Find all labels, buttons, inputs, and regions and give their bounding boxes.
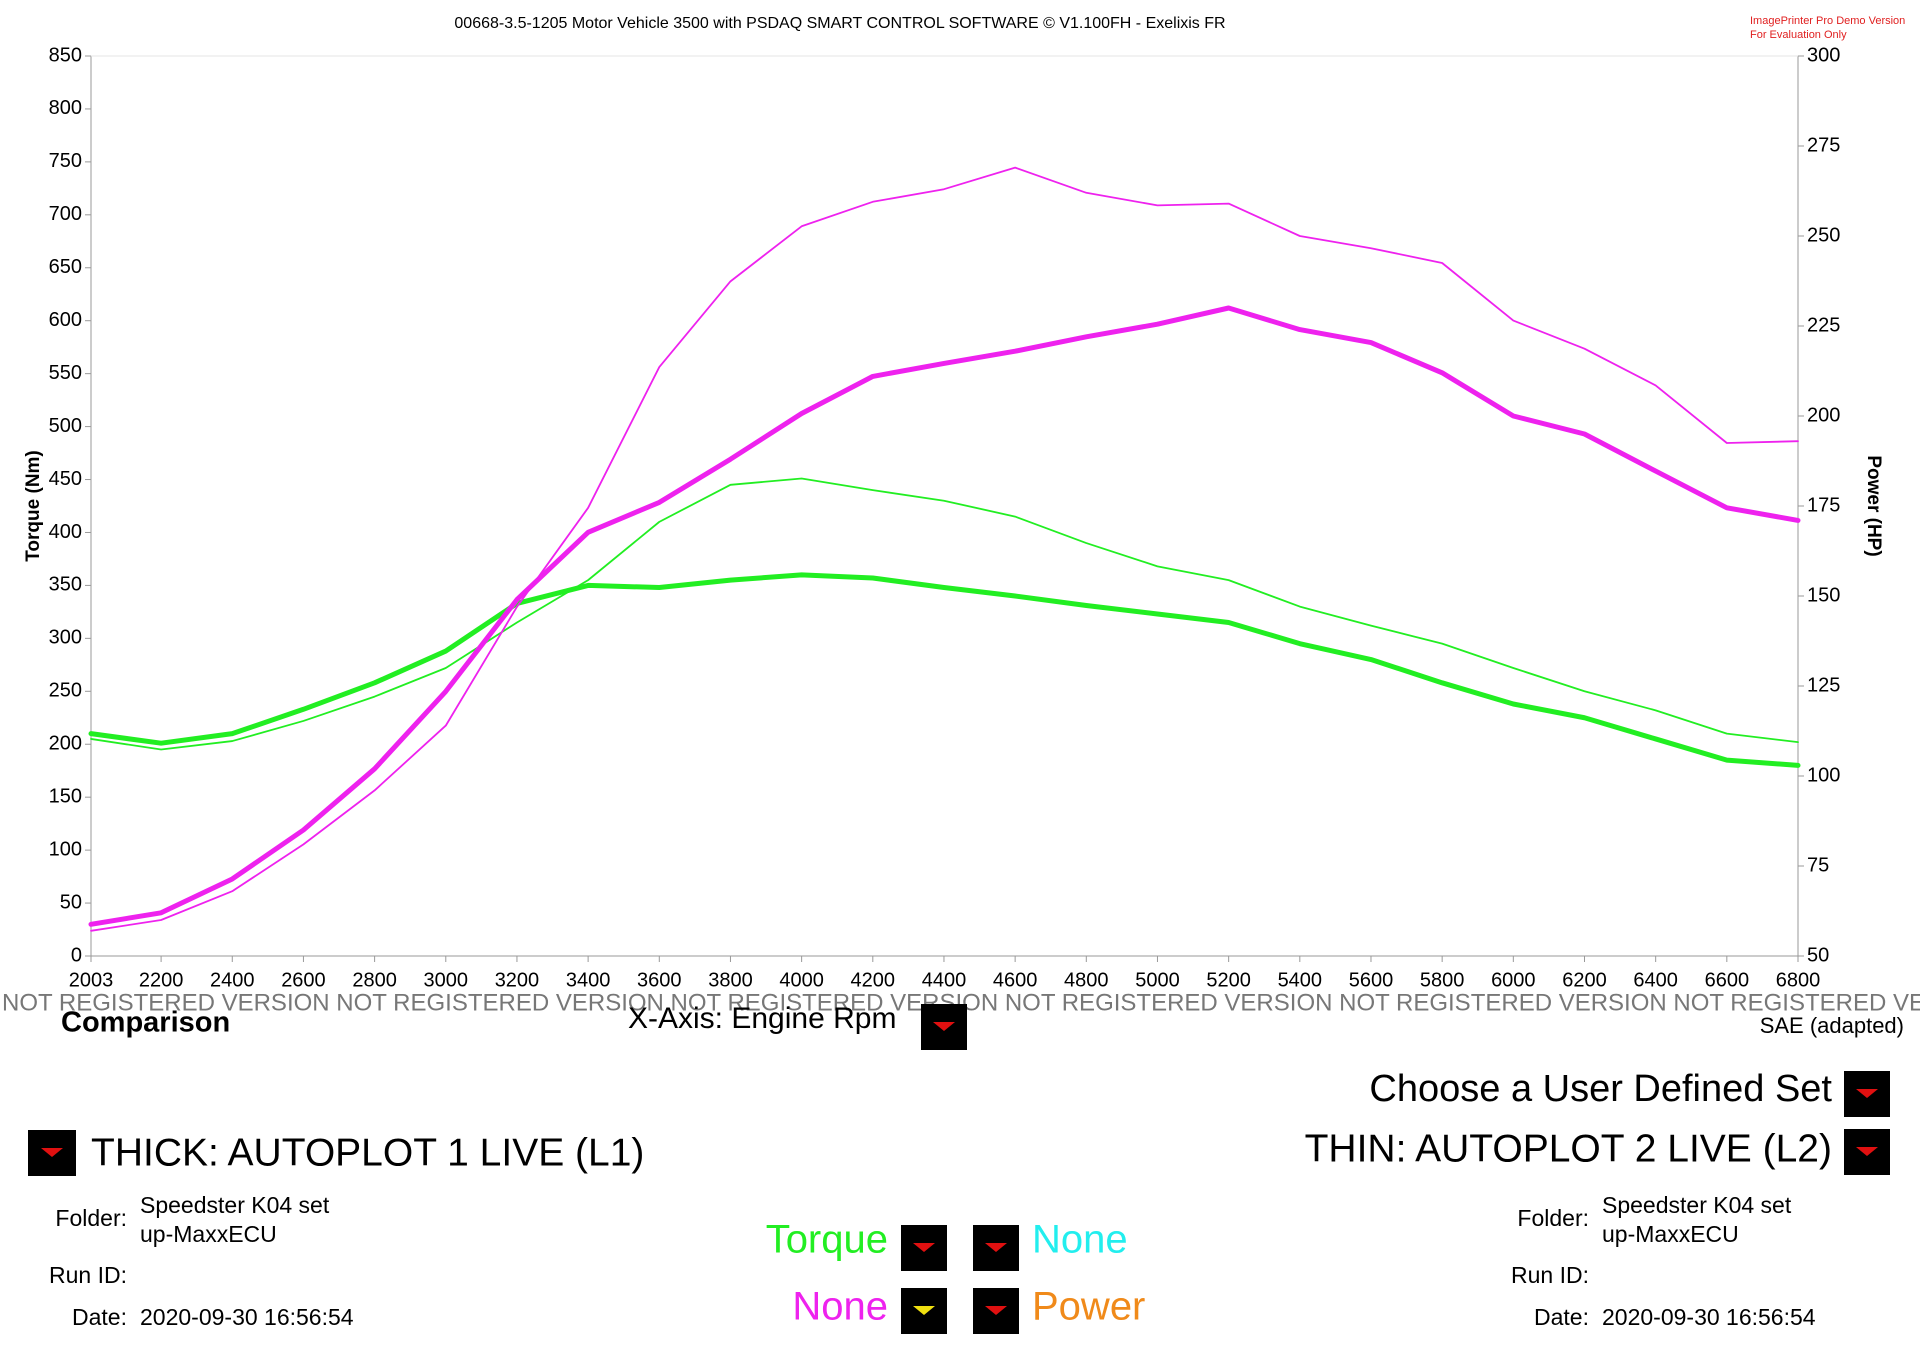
- channel-label: None: [1032, 1218, 1128, 1262]
- y2-axis-title: Power (HP): [1863, 455, 1884, 556]
- y2-tick-label: 200: [1807, 404, 1840, 426]
- folder-value: up-MaxxECU: [140, 1221, 277, 1247]
- x-tick-label: 3200: [495, 969, 540, 991]
- y2-tick-label: 75: [1807, 854, 1829, 876]
- channel-label: Torque: [766, 1218, 888, 1262]
- x-tick-label: 6600: [1705, 969, 1750, 991]
- dropdown-button[interactable]: [921, 1004, 967, 1050]
- x-tick-label: 4800: [1064, 969, 1109, 991]
- y2-tick-label: 125: [1807, 674, 1840, 696]
- series-line: [90, 166, 1799, 932]
- dropdown-button[interactable]: [28, 1130, 76, 1176]
- x-tick-label: 5600: [1349, 969, 1394, 991]
- dropdown-button[interactable]: [1844, 1129, 1890, 1175]
- y-tick-label: 550: [49, 362, 82, 384]
- x-tick-label: 3800: [708, 969, 753, 991]
- x-tick-label: 4600: [993, 969, 1038, 991]
- y2-tick-label: 300: [1807, 44, 1840, 66]
- x-tick-label: 4000: [779, 969, 824, 991]
- dropdown-button[interactable]: [901, 1288, 947, 1334]
- date-value: 2020-09-30 16:56:54: [140, 1304, 354, 1330]
- x-tick-label: 2003: [69, 969, 114, 991]
- x-tick-label: 2600: [281, 969, 326, 991]
- channel-label: None: [792, 1285, 888, 1329]
- run-id-label: Run ID:: [49, 1262, 127, 1288]
- y-tick-label: 800: [49, 97, 82, 119]
- y-tick-label: 850: [49, 44, 82, 66]
- correction-label: SAE (adapted): [1760, 1013, 1904, 1038]
- y2-tick-label: 50: [1807, 944, 1829, 966]
- y-tick-label: 650: [49, 256, 82, 278]
- y-tick-label: 700: [49, 203, 82, 225]
- y-tick-label: 50: [60, 891, 82, 913]
- y2-tick-label: 100: [1807, 764, 1840, 786]
- y-axis-title: Torque (Nm): [23, 450, 44, 562]
- folder-value: Speedster K04 set: [1602, 1192, 1792, 1218]
- y-tick-label: 100: [49, 838, 82, 860]
- x-tick-label: 4200: [851, 969, 896, 991]
- y-tick-label: 0: [71, 944, 82, 966]
- x-tick-label: 6000: [1491, 969, 1536, 991]
- run-id-label: Run ID:: [1511, 1262, 1589, 1288]
- folder-value: up-MaxxECU: [1602, 1221, 1739, 1247]
- x-tick-label: 6200: [1562, 969, 1607, 991]
- date-value: 2020-09-30 16:56:54: [1602, 1304, 1816, 1330]
- series-line: [88, 305, 1801, 927]
- y2-tick-label: 175: [1807, 494, 1840, 516]
- dropdown-button[interactable]: [973, 1225, 1019, 1271]
- x-tick-label: 5800: [1420, 969, 1465, 991]
- chart-title: 00668-3.5-1205 Motor Vehicle 3500 with P…: [454, 15, 1225, 32]
- folder-label: Folder:: [1517, 1205, 1589, 1231]
- user-set-label: Choose a User Defined Set: [1369, 1068, 1832, 1110]
- watermark: For Evaluation Only: [1750, 29, 1847, 41]
- x-tick-label: 4400: [922, 969, 967, 991]
- y-tick-label: 750: [49, 150, 82, 172]
- x-tick-label: 2400: [210, 969, 255, 991]
- folder-label: Folder:: [55, 1205, 127, 1231]
- channel-label: Power: [1032, 1285, 1145, 1329]
- y-tick-label: 450: [49, 468, 82, 490]
- x-axis-selector: X-Axis: Engine Rpm: [628, 1002, 896, 1035]
- x-tick-label: 3400: [566, 969, 611, 991]
- thin-label: THIN: AUTOPLOT 2 LIVE (L2): [1305, 1127, 1832, 1170]
- comparison-label: Comparison: [61, 1007, 230, 1039]
- dropdown-button[interactable]: [973, 1288, 1019, 1334]
- y2-tick-label: 150: [1807, 584, 1840, 606]
- y-tick-label: 200: [49, 733, 82, 755]
- y2-tick-label: 250: [1807, 224, 1840, 246]
- y-tick-label: 150: [49, 785, 82, 807]
- dropdown-button[interactable]: [901, 1225, 947, 1271]
- x-tick-label: 2800: [352, 969, 397, 991]
- x-tick-label: 5400: [1278, 969, 1323, 991]
- date-label: Date:: [1534, 1304, 1589, 1330]
- y-tick-label: 250: [49, 680, 82, 702]
- y-tick-label: 400: [49, 521, 82, 543]
- folder-value: Speedster K04 set: [140, 1192, 330, 1218]
- series-line: [88, 572, 1801, 768]
- y-tick-label: 500: [49, 415, 82, 437]
- x-tick-label: 5000: [1135, 969, 1180, 991]
- watermark: ImagePrinter Pro Demo Version: [1750, 15, 1905, 27]
- y-tick-label: 300: [49, 627, 82, 649]
- date-label: Date:: [72, 1304, 127, 1330]
- y-tick-label: 350: [49, 574, 82, 596]
- x-tick-label: 6400: [1633, 969, 1678, 991]
- x-tick-label: 3000: [424, 969, 469, 991]
- x-tick-label: 2200: [139, 969, 184, 991]
- x-tick-label: 5200: [1206, 969, 1251, 991]
- y2-tick-label: 225: [1807, 314, 1840, 336]
- series-line: [90, 477, 1799, 751]
- x-tick-label: 6800: [1776, 969, 1821, 991]
- dropdown-button[interactable]: [1844, 1071, 1890, 1117]
- x-tick-label: 3600: [637, 969, 682, 991]
- y2-tick-label: 275: [1807, 134, 1840, 156]
- y-tick-label: 600: [49, 309, 82, 331]
- thick-label: THICK: AUTOPLOT 1 LIVE (L1): [91, 1131, 644, 1174]
